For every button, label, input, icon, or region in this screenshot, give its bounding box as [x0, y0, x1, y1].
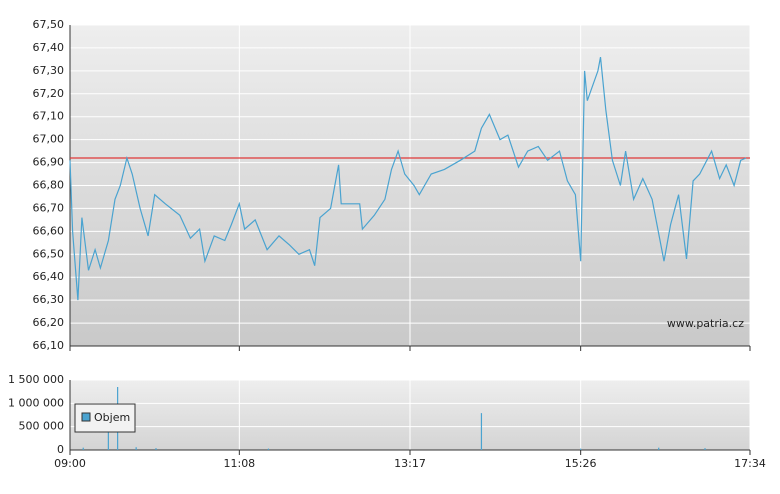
watermark: www.patria.cz: [667, 317, 744, 330]
volume-bar: [658, 447, 660, 450]
y-tick-label: 66,60: [33, 224, 65, 237]
y-tick-label: 66,40: [33, 270, 65, 283]
y-tick-label: 67,00: [33, 133, 65, 146]
x-tick-label: 15:26: [565, 457, 597, 470]
x-tick-label: 13:17: [394, 457, 426, 470]
legend-swatch: [81, 412, 91, 422]
y-tick-label: 66,70: [33, 201, 65, 214]
y-tick-label: 66,50: [33, 247, 65, 260]
y-tick-label: 67,40: [33, 41, 65, 54]
y-tick-label: 1 500 000: [8, 373, 64, 386]
y-tick-label: 0: [57, 443, 64, 456]
x-tick-label: 09:00: [54, 457, 86, 470]
volume-bar: [107, 431, 109, 450]
y-tick-label: 1 000 000: [8, 396, 64, 409]
price-line: [69, 56, 747, 301]
x-tick-label: 11:08: [223, 457, 255, 470]
y-tick-label: 66,90: [33, 156, 65, 169]
y-tick-label: 66,10: [33, 339, 65, 352]
y-tick-label: 66,30: [33, 293, 65, 306]
volume-bar: [480, 413, 483, 450]
volume-bar: [155, 448, 157, 450]
y-tick-label: 67,20: [33, 87, 65, 100]
y-tick-label: 66,80: [33, 179, 65, 192]
volume-bar: [580, 448, 582, 450]
volume-bar: [82, 447, 84, 450]
y-tick-label: 500 000: [19, 420, 65, 433]
legend-label: Objem: [94, 411, 130, 424]
volume-bar: [267, 448, 270, 450]
y-tick-label: 67,30: [33, 64, 65, 77]
x-tick-label: 17:34: [734, 457, 766, 470]
volume-bar: [135, 447, 137, 450]
y-tick-label: 67,50: [33, 18, 65, 31]
volume-bar: [704, 448, 706, 450]
y-tick-label: 66,20: [33, 316, 65, 329]
y-tick-label: 67,10: [33, 110, 65, 123]
